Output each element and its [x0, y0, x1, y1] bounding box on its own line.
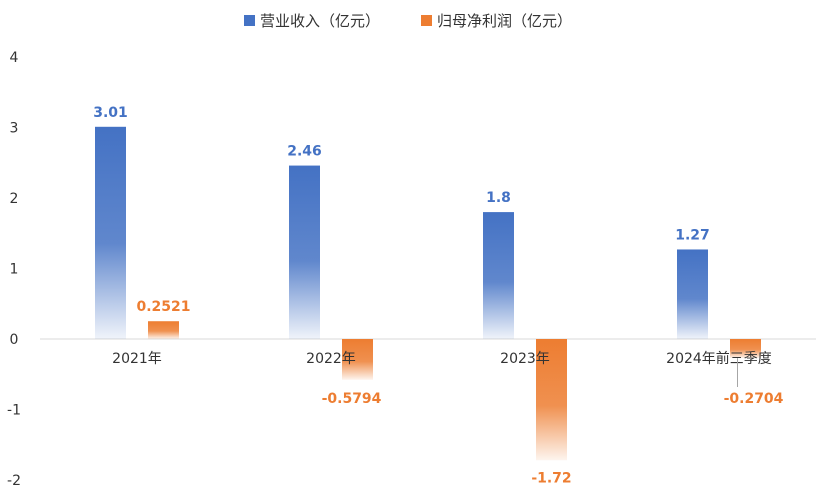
legend-label-net-profit: 归母净利润（亿元）: [437, 12, 572, 30]
data-label-revenue: 1.8: [486, 190, 511, 206]
x-category-label: 2021年: [112, 351, 162, 367]
bar-revenue: [289, 165, 320, 339]
data-label-revenue: 2.46: [287, 144, 322, 160]
legend-label-revenue: 营业收入（亿元）: [260, 12, 380, 30]
data-label-net-profit: -0.5794: [322, 391, 382, 407]
bar-net-profit: [342, 339, 373, 380]
bar-revenue: [95, 126, 126, 339]
y-tick-label: 1: [10, 262, 19, 278]
y-tick-label: -2: [7, 473, 21, 489]
bar-net-profit: [148, 321, 179, 339]
bar-net-profit: [536, 339, 567, 461]
bars-layer: [95, 126, 761, 461]
data-label-net-profit: 0.2521: [136, 299, 190, 315]
x-category-label: 2022年: [306, 351, 356, 367]
bar-revenue: [483, 212, 514, 339]
data-labels: 3.01 0.2521 2.46 -0.5794 1.8 -1.72 1.27 -0.2704: [93, 105, 783, 486]
legend-swatch-revenue: [244, 15, 255, 26]
y-axis: 4 3 2 1 0 -1 -2: [7, 50, 21, 489]
data-label-revenue: 1.27: [675, 227, 710, 243]
y-tick-label: 2: [10, 191, 19, 207]
category-labels: 2021年 2022年 2023年 2024年前三季度: [112, 350, 772, 367]
x-category-label: 2024年前三季度: [666, 350, 772, 367]
y-tick-label: 4: [10, 50, 19, 66]
data-label-net-profit: -1.72: [531, 470, 571, 486]
legend: 营业收入（亿元） 归母净利润（亿元）: [244, 12, 572, 30]
legend-swatch-net-profit: [421, 15, 432, 26]
data-label-revenue: 3.01: [93, 105, 128, 121]
y-tick-label: 3: [10, 121, 19, 137]
bar-net-profit: [730, 339, 761, 359]
x-category-label: 2023年: [500, 351, 550, 367]
data-label-net-profit: -0.2704: [724, 391, 784, 407]
y-tick-label: -1: [7, 403, 21, 419]
bar-revenue: [677, 249, 708, 339]
y-tick-label: 0: [10, 332, 19, 348]
